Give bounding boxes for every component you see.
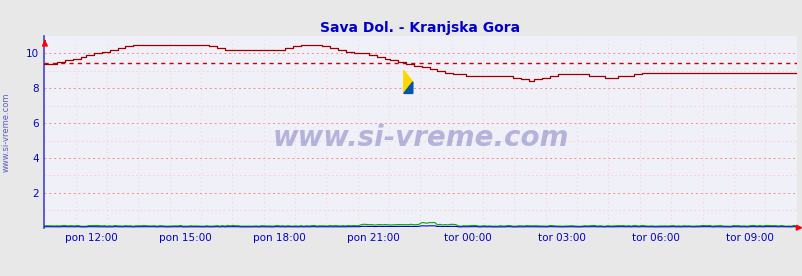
Text: www.si-vreme.com: www.si-vreme.com <box>272 124 568 152</box>
Text: www.si-vreme.com: www.si-vreme.com <box>2 93 11 172</box>
Polygon shape <box>403 82 412 93</box>
Title: Sava Dol. - Kranjska Gora: Sava Dol. - Kranjska Gora <box>320 21 520 35</box>
Polygon shape <box>403 70 412 93</box>
